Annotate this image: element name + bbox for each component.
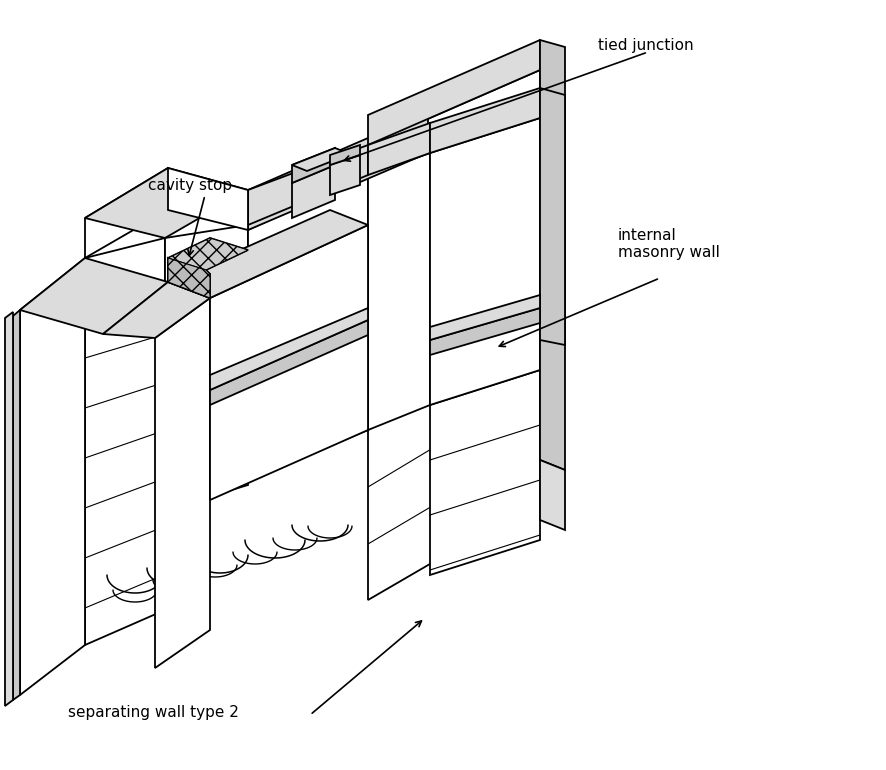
Polygon shape bbox=[540, 40, 565, 303]
Polygon shape bbox=[248, 112, 428, 230]
Polygon shape bbox=[168, 258, 210, 282]
Polygon shape bbox=[430, 370, 540, 575]
Polygon shape bbox=[430, 308, 540, 355]
Polygon shape bbox=[430, 118, 540, 405]
Polygon shape bbox=[430, 88, 540, 153]
Polygon shape bbox=[248, 145, 368, 225]
Polygon shape bbox=[5, 312, 13, 706]
Polygon shape bbox=[13, 310, 20, 700]
Polygon shape bbox=[430, 295, 540, 340]
Polygon shape bbox=[85, 238, 165, 645]
Polygon shape bbox=[168, 238, 248, 270]
Polygon shape bbox=[368, 123, 430, 175]
Polygon shape bbox=[210, 320, 368, 405]
Polygon shape bbox=[292, 165, 335, 218]
Polygon shape bbox=[168, 258, 210, 298]
Polygon shape bbox=[368, 325, 540, 600]
Polygon shape bbox=[248, 175, 368, 480]
Text: tied junction: tied junction bbox=[598, 38, 694, 53]
Polygon shape bbox=[330, 155, 360, 195]
Polygon shape bbox=[540, 295, 565, 470]
Polygon shape bbox=[85, 168, 248, 238]
Polygon shape bbox=[85, 168, 168, 258]
Polygon shape bbox=[103, 282, 210, 338]
Polygon shape bbox=[330, 145, 360, 165]
Text: cavity stop: cavity stop bbox=[148, 178, 232, 193]
Text: separating wall type 2: separating wall type 2 bbox=[68, 705, 239, 720]
Text: internal
masonry wall: internal masonry wall bbox=[618, 228, 719, 260]
Polygon shape bbox=[165, 225, 248, 510]
Polygon shape bbox=[210, 225, 368, 500]
Polygon shape bbox=[292, 148, 335, 183]
Polygon shape bbox=[292, 148, 350, 171]
Polygon shape bbox=[168, 168, 248, 230]
Polygon shape bbox=[168, 238, 248, 270]
Polygon shape bbox=[540, 88, 565, 345]
Polygon shape bbox=[168, 210, 368, 298]
Polygon shape bbox=[540, 460, 565, 530]
Polygon shape bbox=[155, 298, 210, 668]
Polygon shape bbox=[368, 40, 540, 145]
Polygon shape bbox=[210, 308, 368, 390]
Polygon shape bbox=[368, 70, 540, 400]
Polygon shape bbox=[168, 258, 210, 298]
Polygon shape bbox=[368, 153, 430, 430]
Polygon shape bbox=[20, 258, 168, 334]
Polygon shape bbox=[20, 258, 85, 695]
